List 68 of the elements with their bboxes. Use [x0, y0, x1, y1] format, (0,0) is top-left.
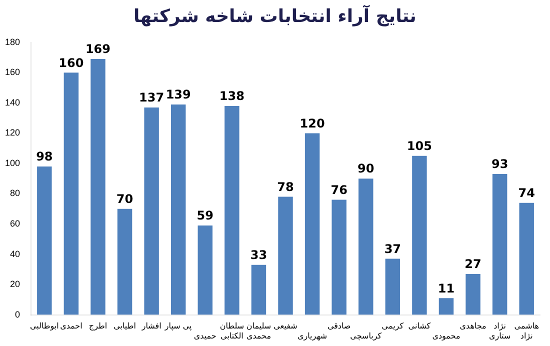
x-tick-label: کریمی	[382, 322, 404, 331]
x-tick-label: نژاد ستاری	[488, 322, 511, 340]
data-label: 27	[464, 257, 482, 272]
data-label: 37	[384, 242, 402, 256]
bar	[492, 174, 508, 315]
bar	[117, 208, 132, 315]
x-tick-label: سلطان الکتابی	[220, 322, 244, 340]
bar	[37, 166, 52, 315]
y-tick-label: 20	[10, 279, 20, 290]
y-tick-label: 40	[10, 248, 20, 259]
data-label: 76	[330, 182, 348, 197]
data-label: 74	[518, 186, 535, 200]
y-tick-label: 120	[4, 128, 20, 138]
data-label: 33	[250, 248, 268, 262]
bar	[224, 106, 240, 315]
data-label: 98	[36, 150, 53, 164]
data-label: 93	[491, 157, 508, 172]
data-label: 137	[139, 90, 164, 105]
y-tick-label: 140	[4, 97, 20, 108]
data-label: 70	[116, 192, 134, 206]
data-label: 90	[358, 162, 374, 176]
data-label: 169	[85, 42, 111, 56]
bar	[412, 156, 427, 315]
x-tick-label: افشار	[140, 322, 162, 331]
x-tick-label: شفیعی	[274, 322, 298, 331]
bar	[358, 178, 374, 315]
y-tick-label: 180	[4, 36, 20, 47]
x-tick-label: اطرج	[88, 322, 108, 331]
x-tick-label: کشانی	[408, 322, 431, 331]
x-tick-label: سلیمان محمدی	[246, 322, 272, 340]
y-tick-label: 80	[10, 188, 20, 198]
y-tick-label: 60	[10, 218, 20, 228]
x-tick-label: صادقی	[327, 322, 351, 331]
data-label: 120	[300, 116, 325, 130]
bar	[385, 258, 400, 315]
bar	[144, 107, 159, 315]
bar	[278, 196, 293, 315]
data-label: 105	[406, 139, 432, 154]
data-label: 160	[58, 56, 84, 70]
chart-title: نتایج آراء انتخابات شاخه شرکتها	[132, 4, 418, 29]
bar	[64, 72, 79, 315]
x-tick-label: مجاهدی	[460, 322, 486, 331]
x-tick-label: هاشمی نژاد	[514, 322, 539, 340]
bar	[90, 59, 106, 315]
y-tick-label: 0	[15, 309, 20, 320]
bar	[466, 274, 480, 315]
bar	[332, 200, 346, 315]
x-tick-label: اطیابی	[114, 322, 136, 331]
x-tick-label: احمدی	[60, 322, 82, 331]
data-label: 138	[219, 89, 244, 104]
x-tick-label: محمودی	[432, 331, 460, 340]
data-label: 11	[438, 281, 455, 296]
bar	[198, 226, 213, 315]
x-tick-label: پی سپار	[164, 322, 192, 331]
data-label: 59	[196, 208, 214, 223]
bar	[438, 298, 454, 315]
x-tick-label: ابوطالبی	[30, 322, 59, 331]
y-tick-label: 100	[4, 158, 20, 168]
x-tick-label: حمیدی	[194, 331, 216, 340]
bar	[170, 104, 186, 315]
x-tick-label: کرباسچی	[350, 331, 382, 340]
data-label: 78	[277, 180, 294, 194]
bar	[519, 202, 534, 315]
bar	[251, 264, 266, 315]
x-tick-label: شهریاری	[298, 331, 328, 340]
data-label: 139	[166, 88, 191, 102]
y-tick-label: 160	[4, 67, 20, 78]
bar	[304, 133, 320, 315]
